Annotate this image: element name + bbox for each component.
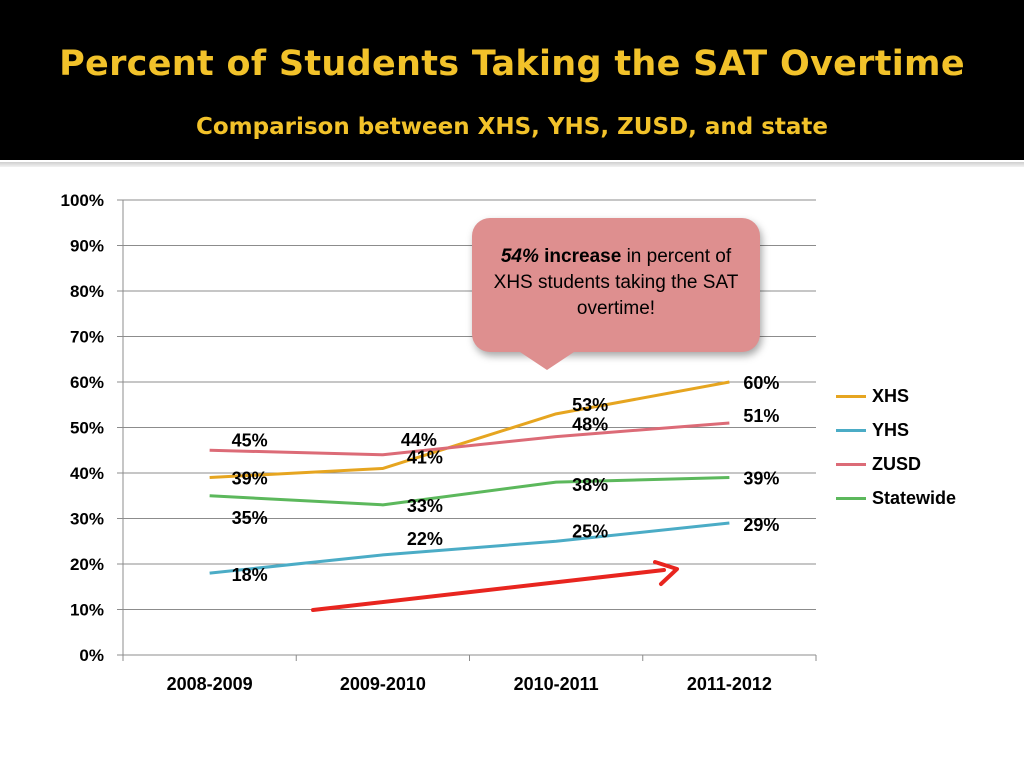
data-label-yhs: 29% <box>743 515 779 535</box>
callout-emphasis-value: 54% <box>500 246 539 267</box>
legend-swatch <box>836 496 866 500</box>
x-tick-label: 2011-2012 <box>687 674 772 694</box>
x-tick-label: 2008-2009 <box>167 674 253 694</box>
title-band: Percent of Students Taking the SAT Overt… <box>0 0 1024 160</box>
y-tick-label: 10% <box>70 601 104 620</box>
chart-legend: XHS YHS ZUSD Statewide <box>836 379 956 515</box>
legend-item-yhs: YHS <box>836 413 956 447</box>
legend-label: ZUSD <box>872 453 921 474</box>
data-label-statewide: 33% <box>407 496 443 516</box>
legend-swatch <box>836 394 866 398</box>
data-label-yhs: 22% <box>407 529 443 549</box>
y-tick-label: 30% <box>70 510 104 529</box>
y-tick-label: 40% <box>70 464 104 483</box>
slide-subtitle: Comparison between XHS, YHS, ZUSD, and s… <box>195 114 829 140</box>
data-label-xhs: 39% <box>232 469 268 489</box>
series-line-zusd <box>209 421 730 457</box>
callout-bubble: 54% increase in percent of XHS students … <box>472 218 760 352</box>
legend-label: YHS <box>872 419 910 440</box>
legend-label: Statewide <box>872 487 957 508</box>
header-divider <box>0 162 1024 167</box>
series-line-yhs <box>209 521 730 575</box>
series-line-statewide <box>209 476 730 507</box>
legend-item-xhs: XHS <box>836 379 956 413</box>
legend-label: XHS <box>872 385 910 406</box>
y-tick-label: 60% <box>70 373 104 392</box>
y-tick-label: 90% <box>70 237 104 256</box>
y-tick-label: 50% <box>70 419 104 438</box>
x-tick-label: 2009-2010 <box>340 674 426 694</box>
data-label-yhs: 18% <box>232 565 268 585</box>
legend-item-zusd: ZUSD <box>836 447 956 481</box>
y-tick-label: 20% <box>70 555 104 574</box>
data-label-yhs: 25% <box>572 521 608 541</box>
data-label-statewide: 39% <box>743 469 779 489</box>
data-label-zusd: 48% <box>572 415 608 435</box>
data-label-xhs: 41% <box>407 447 443 467</box>
data-label-xhs: 60% <box>743 373 779 393</box>
callout-text: in percent of XHS students taking the SA… <box>493 246 739 319</box>
data-label-zusd: 45% <box>232 430 268 450</box>
y-tick-label: 70% <box>70 328 104 347</box>
callout-emphasis-word: increase <box>544 246 622 267</box>
y-tick-label: 100% <box>61 191 104 210</box>
x-tick-label: 2010-2011 <box>514 674 599 694</box>
legend-item-statewide: Statewide <box>836 481 956 515</box>
callout-tail <box>517 350 577 370</box>
data-label-statewide: 35% <box>232 508 268 528</box>
data-label-xhs: 53% <box>572 395 608 415</box>
series-line-xhs <box>209 380 730 480</box>
data-label-statewide: 38% <box>572 475 608 495</box>
y-tick-label: 0% <box>79 646 104 665</box>
legend-swatch <box>836 462 866 466</box>
data-label-zusd: 51% <box>743 406 779 426</box>
trend-arrow-head <box>653 560 679 586</box>
slide-title: Percent of Students Taking the SAT Overt… <box>59 44 965 84</box>
data-label-zusd: 44% <box>401 430 437 450</box>
y-tick-label: 80% <box>70 282 104 301</box>
trend-arrow-shaft <box>311 568 666 612</box>
legend-swatch <box>836 428 866 432</box>
